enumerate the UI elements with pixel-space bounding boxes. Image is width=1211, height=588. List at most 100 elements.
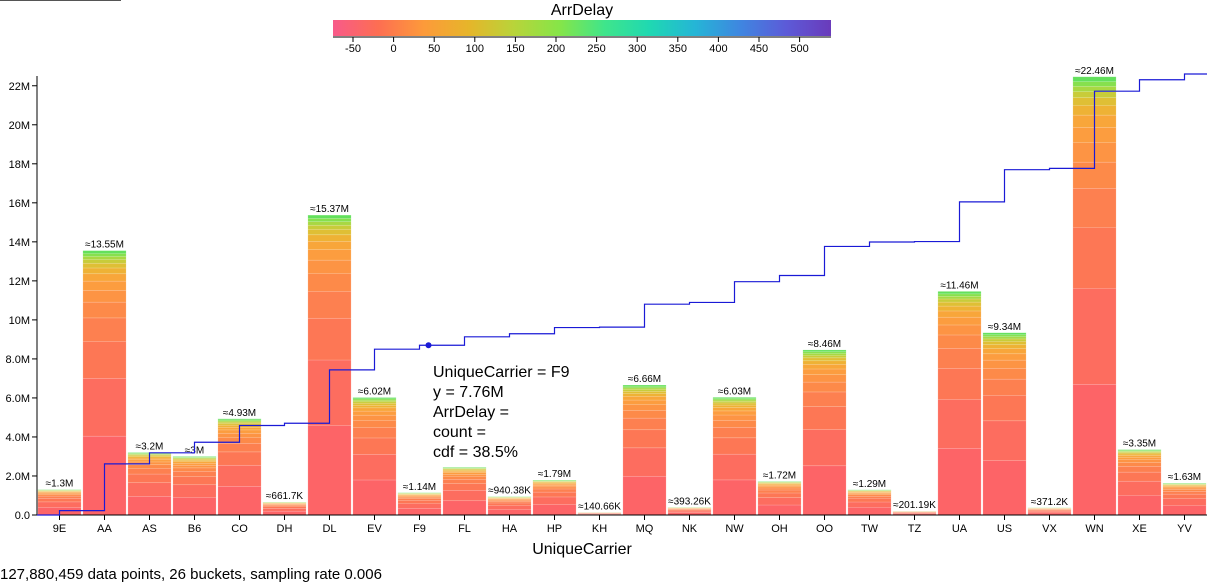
bar-segment xyxy=(937,295,982,300)
bar-segment xyxy=(982,336,1027,340)
bar-segment xyxy=(37,495,82,499)
bar-segment xyxy=(802,374,847,383)
bar-segment xyxy=(532,486,577,490)
bar-DH[interactable] xyxy=(262,501,307,516)
x-axis-label: UniqueCarrier xyxy=(532,541,632,558)
bar-segment xyxy=(1117,480,1162,496)
bar-TW[interactable] xyxy=(847,489,892,516)
bar-OH[interactable] xyxy=(757,481,802,516)
y-tick-label: 10M xyxy=(9,315,30,327)
bar-HP[interactable] xyxy=(532,479,577,516)
x-tick-label: XE xyxy=(1132,523,1147,535)
bar-segment xyxy=(937,310,982,318)
bar-segment xyxy=(82,317,127,342)
bar-segment xyxy=(532,481,577,483)
bar-segment xyxy=(1072,187,1117,228)
legend-tick-label: 50 xyxy=(428,43,440,55)
bar-segment xyxy=(307,224,352,230)
bar-US[interactable] xyxy=(982,332,1027,516)
bar-segment xyxy=(442,479,487,484)
bar-EV[interactable] xyxy=(352,397,397,516)
x-tick-label: WN xyxy=(1085,523,1103,535)
tooltip-line: y = 7.76M xyxy=(433,384,504,401)
bar-segment xyxy=(1072,227,1117,289)
bar-segment xyxy=(307,249,352,261)
bar-segment xyxy=(622,384,667,387)
bar-segment xyxy=(127,482,172,497)
x-tick-label: TZ xyxy=(908,523,922,535)
x-tick-label: MQ xyxy=(636,523,654,535)
bar-segment xyxy=(622,417,667,431)
y-tick-label: 0.0 xyxy=(15,510,30,522)
value-label: ≈1.14M xyxy=(403,482,436,493)
bar-segment xyxy=(982,332,1027,336)
bar-segment xyxy=(127,473,172,484)
bar-segment xyxy=(937,298,982,303)
bar-segment xyxy=(622,389,667,392)
value-label: ≈1.3M xyxy=(46,479,74,490)
x-tick-label: FL xyxy=(458,523,471,535)
bar-DL[interactable] xyxy=(307,214,352,516)
value-label: ≈1.79M xyxy=(538,469,571,480)
legend-tick-label: 400 xyxy=(709,43,727,55)
bar-segment xyxy=(352,407,397,412)
x-tick-label: OH xyxy=(771,523,788,535)
bar-UA[interactable] xyxy=(937,291,982,516)
x-tick-label: YV xyxy=(1177,523,1192,535)
value-label: ≈6.03M xyxy=(718,386,751,397)
bar-segment xyxy=(217,418,262,421)
bar-segment xyxy=(712,407,757,412)
bar-TZ[interactable] xyxy=(892,510,937,516)
bar-HA[interactable] xyxy=(487,496,532,516)
bar-XE[interactable] xyxy=(1117,449,1162,516)
bar-segment xyxy=(1072,384,1117,516)
bar-segment xyxy=(172,467,217,472)
bar-segment xyxy=(802,429,847,467)
bar-segment xyxy=(802,355,847,359)
top-rule xyxy=(0,0,121,1)
bar-segment xyxy=(712,404,757,408)
color-legend-title: ArrDelay xyxy=(551,2,613,19)
bar-NK[interactable] xyxy=(667,507,712,516)
bar-segment xyxy=(937,301,982,307)
bar-F9[interactable] xyxy=(397,492,442,516)
bar-segment xyxy=(352,402,397,406)
bar-segment xyxy=(37,501,82,508)
bar-segment xyxy=(712,410,757,416)
cdf-highlight-point xyxy=(425,342,432,349)
histogram-chart[interactable]: ArrDelay -50 0 50 100 150 200 250 300 350 400 450 5… xyxy=(0,0,1211,566)
bar-segment xyxy=(352,410,397,416)
bar-segment xyxy=(442,474,487,477)
tooltip-line: ArrDelay = xyxy=(433,404,509,421)
legend-tick-label: 450 xyxy=(750,43,768,55)
bar-segment xyxy=(442,476,487,480)
bar-VX[interactable] xyxy=(1027,507,1072,516)
bar-segment xyxy=(1162,505,1207,516)
bar-segment xyxy=(532,488,577,493)
bar-segment xyxy=(757,497,802,506)
bar-MQ[interactable] xyxy=(622,384,667,516)
bar-FL[interactable] xyxy=(442,466,487,516)
bar-segment xyxy=(82,273,127,282)
x-tick-label: HP xyxy=(547,523,562,535)
bar-segment xyxy=(487,502,532,506)
x-tick-label: B6 xyxy=(188,523,201,535)
bar-segment xyxy=(37,498,82,503)
bar-segment xyxy=(937,293,982,297)
bar-segment xyxy=(847,507,892,516)
bar-YV[interactable] xyxy=(1162,482,1207,516)
bar-segment xyxy=(937,291,982,295)
value-label: ≈22.46M xyxy=(1075,66,1114,77)
bar-segment xyxy=(82,267,127,275)
bar-segment xyxy=(172,497,217,516)
bar-OO[interactable] xyxy=(802,349,847,516)
value-label: ≈393.26K xyxy=(668,496,711,507)
bar-AA[interactable] xyxy=(82,250,127,516)
bar-B6[interactable] xyxy=(172,456,217,516)
bar-segment xyxy=(622,447,667,477)
bar-segment xyxy=(352,437,397,455)
value-label: ≈11.46M xyxy=(940,280,978,291)
tooltip-line: cdf = 38.5% xyxy=(433,444,518,461)
bar-segment xyxy=(757,504,802,516)
bar-NW[interactable] xyxy=(712,397,757,516)
